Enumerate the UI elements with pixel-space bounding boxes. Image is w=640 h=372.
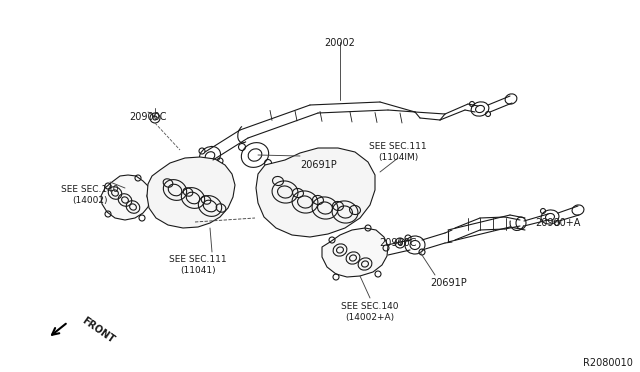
Text: SEE SEC.140: SEE SEC.140 (61, 185, 119, 194)
Text: FRONT: FRONT (80, 315, 116, 344)
Polygon shape (101, 175, 150, 220)
Text: 20002: 20002 (324, 38, 355, 48)
Text: 20900+A: 20900+A (535, 218, 580, 228)
Text: 20900C: 20900C (129, 112, 167, 122)
Text: (11041): (11041) (180, 266, 216, 275)
Polygon shape (256, 148, 375, 237)
Text: 20691P: 20691P (430, 278, 467, 288)
Text: 20900C: 20900C (380, 238, 417, 248)
Polygon shape (147, 157, 235, 228)
Text: SEE SEC.111: SEE SEC.111 (369, 142, 427, 151)
Text: 20691P: 20691P (300, 160, 337, 170)
Text: SEE SEC.140: SEE SEC.140 (341, 302, 399, 311)
Text: (1104IM): (1104IM) (378, 153, 418, 162)
Text: R2080010: R2080010 (583, 358, 633, 368)
Text: (14002+A): (14002+A) (346, 313, 395, 322)
Text: SEE SEC.111: SEE SEC.111 (169, 255, 227, 264)
Polygon shape (322, 228, 388, 277)
Text: (14002): (14002) (72, 196, 108, 205)
